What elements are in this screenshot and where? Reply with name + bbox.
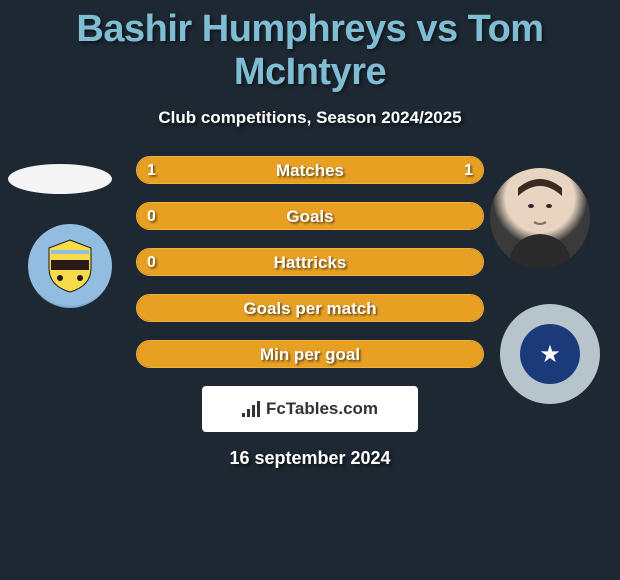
brand-box: FcTables.com <box>202 386 418 432</box>
stat-bar-row: Goals per match <box>136 294 484 322</box>
stat-label: Goals per match <box>137 295 483 322</box>
stat-label: Matches <box>137 157 483 184</box>
snapshot-date: 16 september 2024 <box>0 448 620 469</box>
stat-label: Hattricks <box>137 249 483 276</box>
comparison-subtitle: Club competitions, Season 2024/2025 <box>0 108 620 128</box>
stat-bars: 11Matches 0Goals 0Hattricks Goals per match… <box>136 156 484 368</box>
signal-icon <box>242 401 262 417</box>
stat-label: Goals <box>137 203 483 230</box>
brand-text: FcTables.com <box>266 399 378 419</box>
stat-bar-row: 0Hattricks <box>136 248 484 276</box>
comparison-title: Bashir Humphreys vs Tom McIntyre <box>0 0 620 94</box>
content-area: 11Matches 0Goals 0Hattricks Goals per match… <box>0 156 620 469</box>
player2-club-crest <box>500 304 600 404</box>
stat-label: Min per goal <box>137 341 483 368</box>
stat-bar-row: 11Matches <box>136 156 484 184</box>
player2-avatar <box>490 168 590 268</box>
crest-star-icon <box>520 324 580 384</box>
stat-bar-row: Min per goal <box>136 340 484 368</box>
stat-bar-row: 0Goals <box>136 202 484 230</box>
player1-club-crest <box>28 224 112 308</box>
player1-avatar-placeholder <box>8 164 112 194</box>
